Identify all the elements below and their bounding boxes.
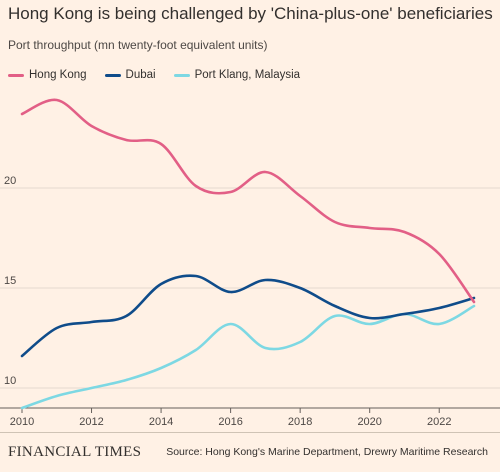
footer-divider [0,432,500,433]
x-tick-label-2022: 2022 [427,416,451,428]
source-note: Source: Hong Kong's Marine Department, D… [166,446,488,458]
y-tick-label-10: 10 [4,375,16,387]
chart-title: Hong Kong is being challenged by 'China-… [8,4,493,23]
x-tick-label-2020: 2020 [357,416,381,428]
x-tick-label-2010: 2010 [10,416,34,428]
x-tick-label-2012: 2012 [79,416,103,428]
legend-swatch-hong-kong [8,73,24,77]
series-line-dubai [20,274,476,358]
legend-label-dubai: Dubai [125,69,156,81]
x-tick-label-2016: 2016 [218,416,242,428]
line-chart: 10 15 20 2010 2012 2014 2016 2018 2020 2022 [0,98,500,428]
legend-item-hong-kong: Hong Kong [8,69,87,81]
legend-item-port-klang: Port Klang, Malaysia [173,69,301,81]
legend-swatch-port-klang [173,73,190,77]
legend: Hong Kong Dubai Port Klang, Malaysia [8,69,300,81]
legend-label-hong-kong: Hong Kong [29,69,87,81]
legend-label-port-klang: Port Klang, Malaysia [194,69,301,81]
x-tick-label-2014: 2014 [149,416,173,428]
y-tick-label-20: 20 [4,175,16,187]
ft-logo: FINANCIAL TIMES [8,444,142,460]
y-tick-label-15: 15 [4,275,16,287]
chart-subtitle: Port throughput (mn twenty-foot equivale… [8,38,268,52]
series-line-hong-kong [20,98,476,304]
legend-item-dubai: Dubai [104,69,156,81]
x-tick-label-2018: 2018 [288,416,312,428]
legend-swatch-dubai [104,73,121,77]
